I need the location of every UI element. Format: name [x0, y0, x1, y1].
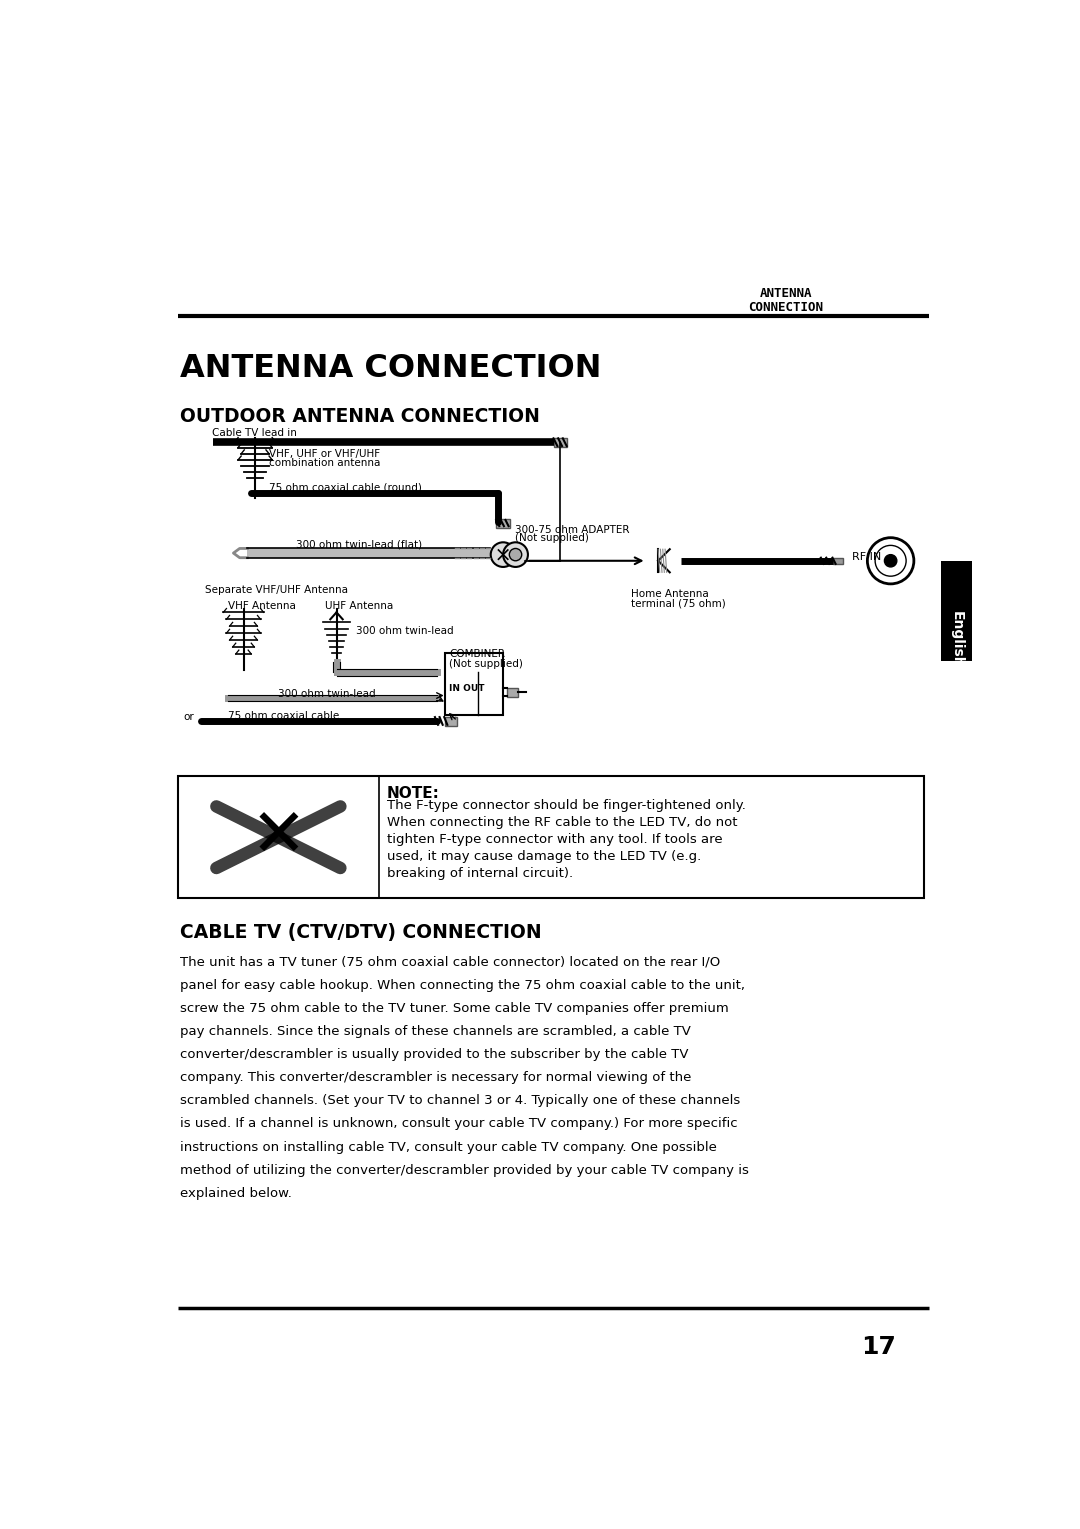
Text: terminal (75 ohm): terminal (75 ohm) — [631, 598, 726, 609]
Circle shape — [885, 555, 896, 567]
Text: 300 ohm twin-lead (flat): 300 ohm twin-lead (flat) — [296, 540, 422, 549]
Text: scrambled channels. (Set your TV to channel 3 or 4. Typically one of these chann: scrambled channels. (Set your TV to chan… — [180, 1095, 740, 1107]
Bar — [554, 437, 567, 446]
Bar — [833, 558, 843, 564]
Text: (Not supplied): (Not supplied) — [449, 659, 523, 668]
Text: UHF Antenna: UHF Antenna — [325, 601, 393, 610]
Text: 17: 17 — [862, 1335, 896, 1359]
Text: Cable TV lead in: Cable TV lead in — [213, 428, 297, 439]
Bar — [507, 688, 517, 697]
Text: 300-75 ohm ADAPTER: 300-75 ohm ADAPTER — [515, 524, 630, 535]
Text: IN OUT: IN OUT — [449, 683, 484, 693]
Text: RF IN: RF IN — [852, 552, 881, 561]
Text: breaking of internal circuit).: breaking of internal circuit). — [387, 867, 573, 881]
Text: company. This converter/descrambler is necessary for normal viewing of the: company. This converter/descrambler is n… — [180, 1072, 691, 1084]
Text: CABLE TV (CTV/DTV) CONNECTION: CABLE TV (CTV/DTV) CONNECTION — [180, 922, 541, 942]
Text: VHF Antenna: VHF Antenna — [228, 601, 296, 610]
Text: NOTE:: NOTE: — [387, 786, 440, 801]
Text: OUTDOOR ANTENNA CONNECTION: OUTDOOR ANTENNA CONNECTION — [180, 407, 540, 425]
Text: 75 ohm coaxial cable (round): 75 ohm coaxial cable (round) — [269, 482, 422, 492]
Text: method of utilizing the converter/descrambler provided by your cable TV company : method of utilizing the converter/descra… — [180, 1164, 748, 1177]
Text: 300 ohm twin-lead: 300 ohm twin-lead — [279, 690, 376, 699]
Text: used, it may cause damage to the LED TV (e.g.: used, it may cause damage to the LED TV … — [387, 850, 701, 864]
Text: screw the 75 ohm cable to the TV tuner. Some cable TV companies offer premium: screw the 75 ohm cable to the TV tuner. … — [180, 1001, 729, 1015]
Text: ANTENNA CONNECTION: ANTENNA CONNECTION — [180, 353, 602, 384]
Text: English: English — [949, 610, 963, 668]
Circle shape — [510, 549, 522, 561]
Text: ✕: ✕ — [251, 804, 307, 870]
Text: ANTENNA
CONNECTION: ANTENNA CONNECTION — [748, 287, 824, 313]
Text: or: or — [183, 711, 193, 722]
Text: The unit has a TV tuner (75 ohm coaxial cable connector) located on the rear I/O: The unit has a TV tuner (75 ohm coaxial … — [180, 956, 720, 969]
Text: tighten F-type connector with any tool. If tools are: tighten F-type connector with any tool. … — [387, 833, 723, 847]
Bar — [177, 777, 924, 898]
Text: instructions on installing cable TV, consult your cable TV company. One possible: instructions on installing cable TV, con… — [180, 1141, 717, 1153]
Text: The F-type connector should be finger-tightened only.: The F-type connector should be finger-ti… — [387, 800, 746, 812]
Bar — [445, 653, 503, 714]
Text: Home Antenna: Home Antenna — [631, 589, 708, 599]
Text: VHF, UHF or VHF/UHF: VHF, UHF or VHF/UHF — [269, 450, 380, 459]
Bar — [496, 520, 510, 528]
Circle shape — [490, 543, 515, 567]
Circle shape — [867, 538, 914, 584]
Text: Separate VHF/UHF Antenna: Separate VHF/UHF Antenna — [205, 586, 348, 595]
Bar — [941, 561, 972, 661]
Text: converter/descrambler is usually provided to the subscriber by the cable TV: converter/descrambler is usually provide… — [180, 1049, 688, 1061]
Circle shape — [503, 543, 528, 567]
Text: panel for easy cable hookup. When connecting the 75 ohm coaxial cable to the uni: panel for easy cable hookup. When connec… — [180, 979, 745, 992]
Text: combination antenna: combination antenna — [269, 459, 380, 468]
Text: When connecting the RF cable to the LED TV, do not: When connecting the RF cable to the LED … — [387, 816, 738, 829]
Text: 75 ohm coaxial cable: 75 ohm coaxial cable — [228, 711, 339, 722]
Text: COMBINER: COMBINER — [449, 650, 504, 659]
Text: is used. If a channel is unknown, consult your cable TV company.) For more speci: is used. If a channel is unknown, consul… — [180, 1118, 738, 1130]
Text: pay channels. Since the signals of these channels are scrambled, a cable TV: pay channels. Since the signals of these… — [180, 1024, 691, 1038]
Text: explained below.: explained below. — [180, 1187, 292, 1200]
Text: 300 ohm twin-lead: 300 ohm twin-lead — [356, 627, 454, 636]
Bar — [445, 717, 458, 726]
Text: (Not supplied): (Not supplied) — [515, 534, 589, 543]
Bar — [247, 547, 490, 558]
